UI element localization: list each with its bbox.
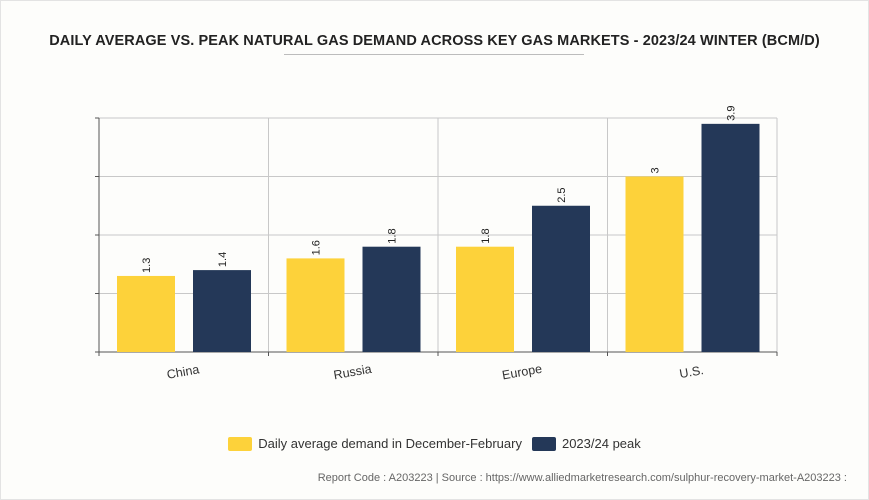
x-tick-label: China — [166, 362, 201, 381]
data-label: 1.3 — [141, 258, 153, 273]
legend-label-series-1: Daily average demand in December-Februar… — [258, 436, 522, 451]
bar-series-1 — [286, 258, 345, 352]
bar-series-2 — [193, 270, 251, 352]
bar-series-1 — [117, 275, 175, 352]
bar-series-2 — [701, 123, 760, 352]
bar-series-2 — [532, 205, 590, 352]
bar-series-1 — [625, 176, 684, 352]
title-underline — [284, 54, 584, 55]
data-label: 1.8 — [387, 228, 399, 243]
legend-item-series-1[interactable]: Daily average demand in December-Februar… — [228, 436, 522, 451]
x-tick-label: U.S. — [678, 363, 704, 381]
chart-title: DAILY AVERAGE VS. PEAK NATURAL GAS DEMAN… — [49, 33, 820, 49]
legend-label-series-2: 2023/24 peak — [561, 436, 641, 451]
legend-swatch-series-1 — [228, 436, 253, 451]
data-label: 1.8 — [480, 228, 492, 243]
legend-item-series-2[interactable]: 2023/24 peak — [531, 436, 641, 451]
bar-series-1 — [456, 246, 514, 352]
data-label: 2.5 — [556, 187, 568, 202]
legend-swatch-series-2 — [531, 436, 556, 451]
bar-series-2 — [362, 246, 421, 352]
legend: Daily average demand in December-Februar… — [0, 436, 869, 451]
data-label: 3 — [650, 167, 662, 173]
data-label: 1.4 — [217, 252, 229, 267]
data-label: 3.9 — [726, 106, 738, 121]
source-footer: Report Code : A203223 | Source : https:/… — [317, 472, 847, 484]
data-label: 1.6 — [311, 240, 323, 255]
x-tick-label: Russia — [333, 362, 373, 382]
x-tick-label: Europe — [501, 362, 543, 383]
